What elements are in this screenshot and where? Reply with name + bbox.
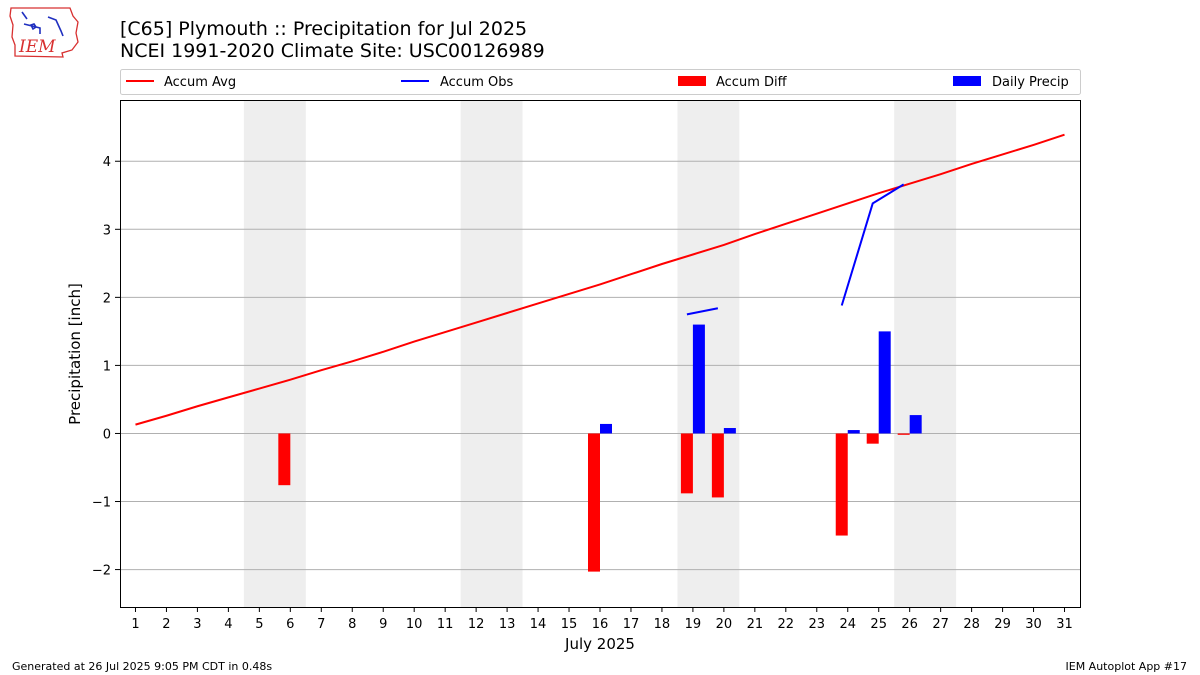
x-tick-label-6: 6 xyxy=(286,617,294,632)
x-tick-label-7: 7 xyxy=(317,617,325,632)
weekend-shade-2 xyxy=(677,100,740,607)
accum-diff-bar-day-19 xyxy=(680,433,693,494)
x-tick-label-3: 3 xyxy=(193,617,201,632)
x-tick-label-22: 22 xyxy=(778,617,795,632)
legend-label-accum-diff: Accum Diff xyxy=(716,75,788,90)
footer-generated: Generated at 26 Jul 2025 9:05 PM CDT in … xyxy=(12,660,272,673)
legend: Accum Avg Accum Obs Accum Diff Daily Pre… xyxy=(120,69,1081,95)
x-tick-label-4: 4 xyxy=(224,617,232,632)
iem-logo: IEM xyxy=(9,7,79,58)
x-tick-label-9: 9 xyxy=(379,617,387,632)
weekend-shade-1 xyxy=(460,100,523,607)
x-tick-label-12: 12 xyxy=(468,617,485,632)
x-tick-label-28: 28 xyxy=(963,617,980,632)
daily-precip-bar-day-20 xyxy=(723,428,736,434)
accum-avg-line xyxy=(135,133,1065,426)
x-tick-label-29: 29 xyxy=(994,617,1011,632)
x-tick-label-18: 18 xyxy=(654,617,671,632)
y-tick-label--1: −1 xyxy=(92,496,111,511)
x-tick-label-8: 8 xyxy=(348,617,356,632)
daily-precip-bar-day-19 xyxy=(692,324,705,434)
x-tick-label-21: 21 xyxy=(747,617,764,632)
daily-precip-bar-day-25 xyxy=(878,331,891,434)
y-tick-label-4: 4 xyxy=(103,155,111,170)
x-tick-label-20: 20 xyxy=(716,617,733,632)
x-tick-label-27: 27 xyxy=(932,617,949,632)
accum-diff-bar-day-25 xyxy=(866,433,879,444)
daily-precip-bar-day-24 xyxy=(847,430,860,434)
x-axis-label: July 2025 xyxy=(564,635,635,653)
weather-station-icon xyxy=(21,11,64,37)
accum-diff-bar-day-24 xyxy=(835,433,848,536)
x-tick-label-26: 26 xyxy=(901,617,918,632)
accum-obs-line-segment-1 xyxy=(840,183,905,306)
weekend-shade-0 xyxy=(243,100,306,607)
x-tick-label-30: 30 xyxy=(1025,617,1042,632)
y-axis-ticks: −2 −1 0 1 2 3 4 xyxy=(92,155,120,579)
daily-precip-bar-day-26 xyxy=(909,415,922,434)
x-tick-label-10: 10 xyxy=(406,617,423,632)
y-tick-label-1: 1 xyxy=(103,359,111,374)
iowa-state-outline xyxy=(9,7,79,58)
logo-text: IEM xyxy=(18,37,56,57)
x-tick-label-16: 16 xyxy=(592,617,609,632)
weekend-shade-3 xyxy=(894,100,957,607)
x-tick-label-24: 24 xyxy=(839,617,856,632)
x-tick-label-25: 25 xyxy=(870,617,887,632)
x-tick-label-19: 19 xyxy=(685,617,702,632)
chart-title: [C65] Plymouth :: Precipitation for Jul … xyxy=(120,18,527,40)
legend-swatch-daily-precip xyxy=(953,76,981,86)
accum-diff-bar-day-6 xyxy=(278,433,291,486)
x-tick-label-13: 13 xyxy=(499,617,516,632)
accum-diff-bar-day-16 xyxy=(588,433,600,572)
weekend-shading xyxy=(243,100,957,607)
lines xyxy=(135,133,1065,426)
y-tick-label-3: 3 xyxy=(103,223,111,238)
daily-precip-bar-day-16 xyxy=(600,423,612,434)
accum-obs-line-segment-0 xyxy=(686,307,719,316)
accum-diff-bar-day-20 xyxy=(711,433,724,498)
x-tick-label-14: 14 xyxy=(530,617,547,632)
legend-label-accum-avg: Accum Avg xyxy=(164,75,236,90)
x-tick-label-11: 11 xyxy=(437,617,454,632)
legend-label-daily-precip: Daily Precip xyxy=(992,75,1069,90)
x-tick-label-15: 15 xyxy=(561,617,578,632)
x-tick-label-23: 23 xyxy=(809,617,826,632)
y-axis-label: Precipitation [inch] xyxy=(66,283,84,425)
accum-diff-bar-day-26 xyxy=(897,433,910,435)
chart-subtitle: NCEI 1991-2020 Climate Site: USC00126989 xyxy=(120,40,545,62)
x-tick-label-1: 1 xyxy=(131,617,139,632)
legend-label-accum-obs: Accum Obs xyxy=(440,75,513,90)
y-tick-label-2: 2 xyxy=(103,291,111,306)
footer-app: IEM Autoplot App #17 xyxy=(1066,660,1188,673)
legend-box xyxy=(120,69,1081,95)
x-axis-ticks: 1 2 3 4 5 6 7 8 9 10 11 12 13 14 15 16 17 18 19 20 21 22 23 24 2… xyxy=(131,607,1073,632)
bars xyxy=(278,324,922,572)
x-tick-label-5: 5 xyxy=(255,617,263,632)
x-tick-label-31: 31 xyxy=(1056,617,1073,632)
y-tick-label-0: 0 xyxy=(103,427,111,442)
x-tick-label-2: 2 xyxy=(162,617,170,632)
x-tick-label-17: 17 xyxy=(623,617,640,632)
y-tick-label--2: −2 xyxy=(92,564,111,579)
legend-swatch-accum-diff xyxy=(678,76,706,86)
